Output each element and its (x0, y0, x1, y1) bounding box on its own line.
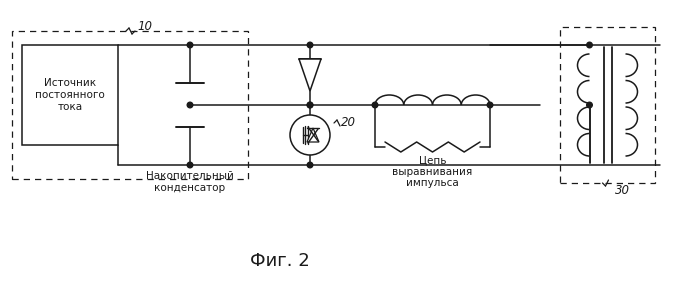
Text: Фиг. 2: Фиг. 2 (250, 252, 310, 270)
Text: 20: 20 (341, 117, 356, 130)
Polygon shape (299, 59, 321, 91)
Bar (22, 45, 118, 145)
Polygon shape (307, 128, 319, 142)
Bar (12, 31, 248, 179)
Circle shape (290, 115, 330, 155)
Circle shape (487, 102, 493, 108)
Circle shape (187, 42, 193, 48)
Text: 10: 10 (137, 20, 152, 33)
Text: Накопительный
конденсатор: Накопительный конденсатор (146, 171, 234, 193)
Circle shape (307, 162, 312, 168)
Circle shape (307, 42, 312, 48)
Circle shape (586, 102, 592, 108)
Circle shape (586, 42, 592, 48)
Text: Источник
постоянного
тока: Источник постоянного тока (35, 78, 105, 112)
Bar (560, 27, 655, 183)
Circle shape (307, 102, 312, 108)
Circle shape (187, 102, 193, 108)
Text: Цепь
выравнивания
импульса: Цепь выравнивания импульса (392, 155, 473, 188)
Text: 30: 30 (614, 185, 630, 198)
Circle shape (187, 162, 193, 168)
Circle shape (307, 102, 312, 108)
Circle shape (372, 102, 377, 108)
